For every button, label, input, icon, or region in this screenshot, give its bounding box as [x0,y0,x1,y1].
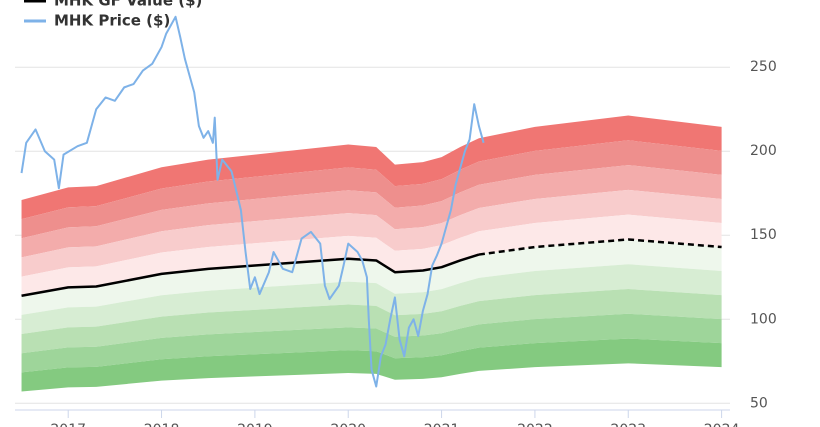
legend-label: MHK Price ($) [54,12,170,30]
y-tick-label: 250 [750,59,777,75]
x-tick-label: 2018 [144,422,180,427]
y-tick-label: 150 [750,227,777,243]
value-band [21,140,722,239]
value-band [21,264,722,335]
axes: 50 100 150 200 250 2017 2018 2019 2020 2021 2022 20… [15,59,777,427]
price-line [20,15,485,388]
value-band [21,239,722,315]
y-tick-label: 100 [750,311,777,327]
gf-value-line [21,238,722,297]
value-band [21,115,722,220]
y-tick-label: 200 [750,143,777,159]
value-band [21,313,722,373]
y-tick-label: 50 [750,395,768,411]
bands [21,115,722,392]
value-band [21,289,722,354]
x-tick-label: 2020 [330,422,366,427]
legend: MHK GF Value ($) MHK Price ($) [24,0,202,30]
legend-label: MHK GF Value ($) [54,0,202,10]
x-tick-label: 2024 [704,422,740,427]
x-tick-label: 2021 [424,422,460,427]
x-tick-label: 2023 [610,422,646,427]
value-band [21,214,722,296]
x-tick-label: 2022 [517,422,553,427]
value-band [21,165,722,258]
x-tick-label: 2019 [237,422,273,427]
x-tick-label: 2017 [50,422,86,427]
lines [20,15,722,388]
value-band [21,189,722,277]
